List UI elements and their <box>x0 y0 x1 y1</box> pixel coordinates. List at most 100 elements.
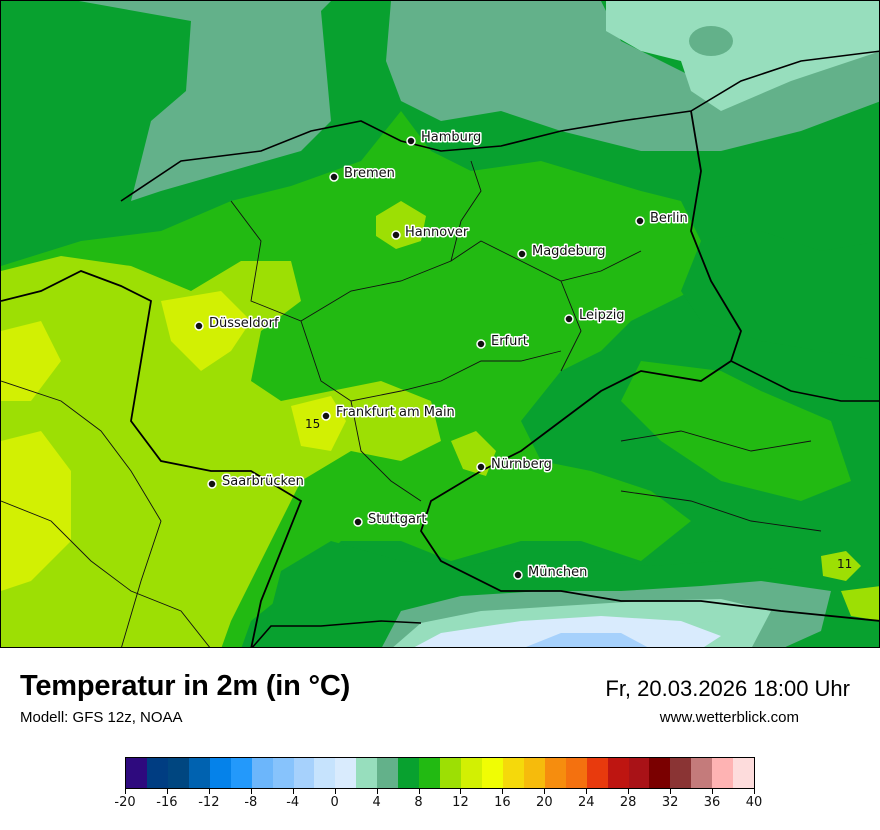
colorbar-tick <box>125 789 126 794</box>
svg-text:Frankfurt am Main: Frankfurt am Main <box>336 405 455 420</box>
colorbar-segment <box>523 758 545 788</box>
colorbar-segment <box>607 758 629 788</box>
colorbar-tick-label: 24 <box>577 795 595 810</box>
city-magdeburg[interactable]: Magdeburg <box>517 243 607 261</box>
colorbar-segment <box>628 758 650 788</box>
zone-12-14-east <box>821 551 861 581</box>
svg-text:Bremen: Bremen <box>344 166 395 181</box>
colorbar-segment <box>419 758 441 788</box>
city-markers: Hamburg Bremen Hannover Berlin Magdeburg… <box>194 129 689 582</box>
svg-text:Stuttgart: Stuttgart <box>368 512 426 527</box>
colorbar-segment <box>544 758 566 788</box>
colorbar-segment <box>586 758 608 788</box>
colorbar-tick <box>418 789 420 794</box>
colorbar-segment <box>398 758 420 788</box>
colorbar-segment <box>251 758 273 788</box>
city-duesseldorf[interactable]: Düsseldorf <box>194 315 280 333</box>
colorbar-segment <box>712 758 734 788</box>
colorbar-segment <box>230 758 252 788</box>
city-muenchen[interactable]: München <box>513 564 589 582</box>
city-leipzig[interactable]: Leipzig <box>564 307 626 325</box>
colorbar-tick <box>712 789 714 794</box>
state-borders <box>1 160 822 647</box>
temperature-colorbar <box>125 757 755 789</box>
website-link[interactable]: www.wetterblick.com <box>659 709 799 726</box>
colorbar-segment <box>314 758 336 788</box>
city-stuttgart[interactable]: Stuttgart <box>353 511 428 529</box>
contour-label-15: 15 <box>305 417 320 431</box>
colorbar-tick-label: 36 <box>703 795 721 810</box>
colorbar-tick <box>628 789 630 794</box>
zone-2-4-baltic <box>606 1 879 111</box>
colorbar-tick <box>586 789 588 794</box>
svg-text:Nürnberg: Nürnberg <box>491 457 552 472</box>
svg-text:Hannover: Hannover <box>405 225 469 240</box>
zone-14-16-west <box>1 321 61 401</box>
colorbar-tick-label: -16 <box>156 795 178 810</box>
colorbar-segment <box>691 758 713 788</box>
colorbar-tick-label: 32 <box>661 795 679 810</box>
zone-12-14 <box>1 256 441 647</box>
svg-text:Berlin: Berlin <box>650 211 688 226</box>
svg-text:Hamburg: Hamburg <box>421 130 481 145</box>
temperature-map[interactable]: Hamburg Bremen Hannover Berlin Magdeburg… <box>0 0 880 648</box>
colorbar-segment <box>481 758 503 788</box>
model-info: Modell: GFS 12z, NOAA <box>20 709 183 726</box>
zone-12-14-southeast <box>841 586 879 621</box>
city-erfurt[interactable]: Erfurt <box>476 333 529 351</box>
colorbar-segment <box>146 758 168 788</box>
city-nuernberg[interactable]: Nürnberg <box>476 456 553 474</box>
colorbar-tick <box>208 789 210 794</box>
svg-text:München: München <box>528 565 587 580</box>
colorbar-tick-label: -20 <box>114 795 136 810</box>
svg-text:Leipzig: Leipzig <box>579 308 625 323</box>
colorbar-segment <box>335 758 357 788</box>
colorbar-tick-label: 4 <box>372 795 381 810</box>
colorbar-tick-label: 8 <box>414 795 423 810</box>
svg-text:Saarbrücken: Saarbrücken <box>222 474 304 489</box>
city-bremen[interactable]: Bremen <box>329 165 396 183</box>
colorbar-tick-label: 40 <box>745 795 763 810</box>
colorbar-tick <box>544 789 546 794</box>
colorbar-tick-label: 16 <box>494 795 511 810</box>
colorbar-segment <box>293 758 315 788</box>
colorbar-segment <box>356 758 378 788</box>
colorbar-segment <box>565 758 587 788</box>
svg-text:Düsseldorf: Düsseldorf <box>209 316 279 331</box>
zone-12-14-hannover <box>376 201 426 249</box>
colorbar-segment <box>377 758 399 788</box>
zone-0-2-alps <box>414 616 721 647</box>
city-saarbruecken[interactable]: Saarbrücken <box>207 473 305 491</box>
colorbar-tick-label: -12 <box>198 795 220 810</box>
forecast-datetime: Fr, 20.03.2026 18:00 Uhr <box>605 676 850 701</box>
colorbar-tick <box>670 789 672 794</box>
city-frankfurt[interactable]: Frankfurt am Main <box>321 404 456 422</box>
colorbar-segment <box>126 758 147 788</box>
colorbar-tick <box>250 789 252 794</box>
colorbar-tick <box>334 789 336 794</box>
colorbar-segment <box>440 758 461 788</box>
contour-label-11: 11 <box>837 557 852 571</box>
map-canvas: Hamburg Bremen Hannover Berlin Magdeburg… <box>1 1 879 647</box>
colorbar-ticks: -20 -16 -12 -8 -4 0 4 8 12 16 20 24 28 32 36 40 <box>114 789 762 819</box>
city-berlin[interactable]: Berlin <box>635 210 689 228</box>
colorbar-tick-label: 20 <box>536 795 553 810</box>
country-borders <box>1 50 879 647</box>
colorbar-segment <box>167 758 189 788</box>
colorbar-segment <box>461 758 482 788</box>
colorbar-segment <box>209 758 231 788</box>
svg-text:Erfurt: Erfurt <box>491 334 528 349</box>
colorbar-tick <box>166 789 168 794</box>
colorbar-segment <box>649 758 671 788</box>
colorbar-tick-label: -4 <box>286 795 300 810</box>
zone-minus4-alps <box>526 633 648 647</box>
colorbar-tick <box>460 789 462 794</box>
colorbar-tick-label: -8 <box>244 795 258 810</box>
city-hannover[interactable]: Hannover <box>391 224 470 242</box>
svg-text:Magdeburg: Magdeburg <box>532 244 606 259</box>
city-hamburg[interactable]: Hamburg <box>406 129 483 147</box>
zone-4-6-baltic <box>386 1 879 151</box>
colorbar-segment <box>733 758 755 788</box>
colorbar-tick <box>376 789 378 794</box>
colorbar-segment <box>272 758 294 788</box>
